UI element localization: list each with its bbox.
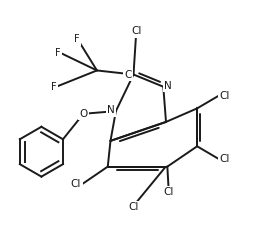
Text: O: O [79,109,88,119]
Text: F: F [74,34,79,44]
Text: N: N [164,81,172,91]
Text: Cl: Cl [71,179,81,189]
Text: N: N [107,105,115,115]
Text: F: F [51,82,56,92]
Text: Cl: Cl [220,154,230,164]
Text: Cl: Cl [128,202,139,212]
Text: Cl: Cl [163,187,174,197]
Text: Cl: Cl [131,26,142,36]
Text: C: C [125,69,132,79]
Text: Cl: Cl [220,91,230,101]
Text: F: F [55,48,60,58]
